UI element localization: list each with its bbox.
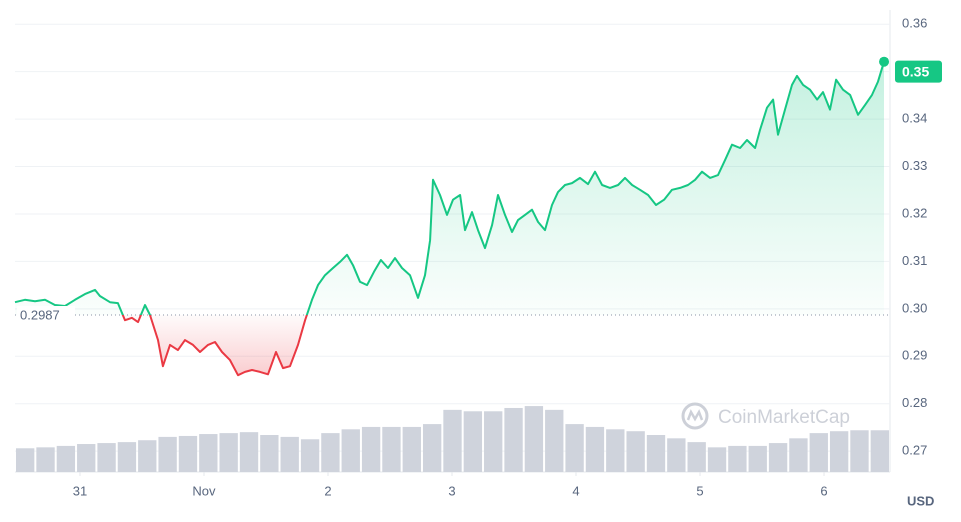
volume-bar (219, 433, 238, 472)
y-tick-label: 0.31 (902, 253, 927, 268)
volume-bar (199, 434, 218, 472)
volume-bar (260, 435, 279, 472)
volume-layer (16, 406, 889, 472)
volume-bar (422, 424, 442, 472)
volume-bar (280, 436, 299, 472)
price-area (15, 61, 884, 376)
volume-bar (443, 409, 462, 472)
volume-bar (646, 435, 666, 472)
volume-bar (524, 406, 544, 472)
volume-bar (321, 433, 340, 472)
volume-bar (138, 440, 157, 472)
front-layer: 0.2987 0.35 (14, 56, 942, 377)
watermark: CoinMarketCap (681, 402, 850, 430)
reference-label: 0.2987 (20, 307, 60, 322)
volume-bar (768, 443, 788, 472)
volume-bar (626, 431, 645, 472)
volume-bar (402, 426, 421, 472)
y-tick-label: 0.36 (902, 16, 927, 31)
volume-bar (36, 447, 55, 472)
volume-bar (361, 426, 381, 472)
x-tick-label: 3 (448, 483, 455, 498)
volume-bar (809, 433, 828, 472)
volume-bar (300, 439, 320, 472)
volume-bar (565, 424, 584, 472)
last-point (879, 56, 890, 67)
volume-bar (545, 409, 564, 472)
volume-bar (504, 407, 523, 472)
y-tick-label: 0.34 (902, 111, 927, 126)
volume-bar (829, 431, 849, 472)
watermark-logo (681, 402, 709, 430)
volume-bar (707, 447, 727, 472)
volume-bar (463, 411, 483, 472)
current-price-badge (895, 60, 942, 83)
volume-bar (77, 444, 96, 472)
volume-bar (870, 430, 889, 472)
volume-bar (687, 442, 706, 472)
x-tick-label: Nov (192, 483, 216, 498)
y-tick-label: 0.29 (902, 348, 927, 363)
volume-bar (97, 443, 116, 472)
volume-bar (585, 426, 605, 472)
current-price-label: 0.35 (902, 63, 929, 79)
volume-bar (16, 448, 35, 472)
y-tick-label: 0.33 (902, 158, 927, 173)
y-tick-label: 0.32 (902, 205, 927, 220)
watermark-text: CoinMarketCap (718, 407, 850, 428)
watermark-logo-mark (686, 409, 704, 422)
volume-bar (667, 438, 686, 472)
x-tick-label: 31 (73, 483, 87, 498)
volume-bar (748, 445, 767, 472)
reference-label-bg (17, 305, 75, 324)
volume-bar (850, 430, 869, 472)
volume-bar (117, 442, 137, 472)
y-tick-label: 0.30 (902, 300, 927, 315)
x-tick-label: 6 (820, 483, 827, 498)
volume-bar (341, 429, 360, 472)
volume-bar (728, 445, 747, 472)
volume-bar (484, 411, 503, 472)
y-tick-label: 0.28 (902, 395, 927, 410)
x-tick-label: 5 (696, 483, 703, 498)
volume-bar (789, 438, 808, 472)
volume-bar (382, 426, 401, 472)
price-line (14, 61, 885, 377)
volume-bar (239, 432, 259, 472)
volume-bar (178, 435, 198, 472)
volume-bar (56, 445, 76, 472)
y-tick-label: 0.27 (902, 443, 927, 458)
x-tick-label: 2 (324, 483, 331, 498)
currency-label: USD (907, 493, 934, 508)
volume-bar (158, 436, 177, 472)
x-tick-label: 4 (572, 483, 579, 498)
volume-bar (606, 429, 625, 472)
